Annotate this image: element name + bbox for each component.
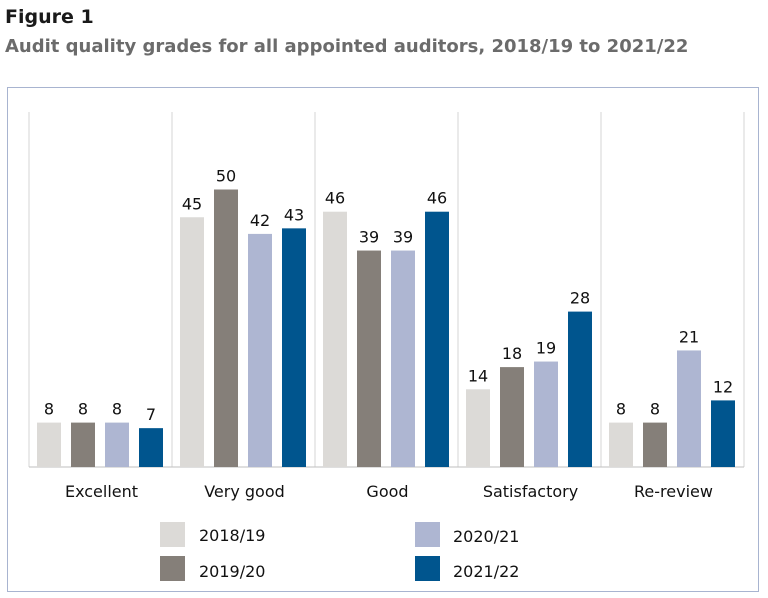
data-label: 12 [713, 377, 733, 396]
bar [711, 400, 735, 467]
data-label: 18 [502, 344, 522, 363]
bar [677, 350, 701, 467]
x-tick-label: Satisfactory [483, 482, 578, 501]
x-tick-label: Re-review [634, 482, 713, 501]
data-label: 8 [650, 400, 660, 419]
data-label: 39 [359, 228, 379, 247]
data-label: 43 [284, 205, 304, 224]
bar [391, 250, 415, 467]
legend-label: 2020/21 [453, 527, 519, 546]
x-tick-label: Excellent [65, 482, 138, 501]
bar [466, 389, 490, 467]
data-label: 7 [146, 405, 156, 424]
chart-title: Audit quality grades for all appointed a… [5, 36, 689, 57]
data-label: 8 [112, 400, 122, 419]
data-label: 8 [44, 400, 54, 419]
data-label: 19 [536, 339, 556, 358]
data-label: 8 [616, 400, 626, 419]
bar [282, 228, 306, 467]
data-label: 8 [78, 400, 88, 419]
bar [323, 211, 347, 467]
legend-label: 2018/19 [199, 526, 265, 545]
bar [37, 422, 61, 467]
chart-frame [7, 87, 759, 592]
data-label: 39 [393, 228, 413, 247]
bar [568, 311, 592, 467]
data-label: 50 [216, 167, 236, 186]
bar [643, 422, 667, 467]
data-label: 28 [570, 289, 590, 308]
data-label: 42 [250, 211, 270, 230]
x-tick-label: Good [366, 482, 408, 501]
bar [248, 233, 272, 467]
bar [534, 361, 558, 467]
data-label: 14 [468, 366, 488, 385]
bar [139, 428, 163, 467]
figure-label: Figure 1 [5, 6, 94, 28]
legend-swatch [160, 556, 185, 581]
bar [609, 422, 633, 467]
x-tick-label: Very good [204, 482, 285, 501]
bar [425, 211, 449, 467]
legend-label: 2021/22 [453, 562, 519, 581]
data-label: 45 [182, 194, 202, 213]
legend-swatch [160, 522, 185, 547]
legend-label: 2019/20 [199, 562, 265, 581]
bar [105, 422, 129, 467]
data-label: 21 [679, 327, 699, 346]
bar [180, 217, 204, 467]
bar [214, 189, 238, 467]
bar [357, 250, 381, 467]
bar [71, 422, 95, 467]
data-label: 46 [325, 189, 345, 208]
data-label: 46 [427, 189, 447, 208]
bar [500, 367, 524, 467]
legend-swatch [415, 522, 440, 547]
legend-swatch [415, 556, 440, 581]
